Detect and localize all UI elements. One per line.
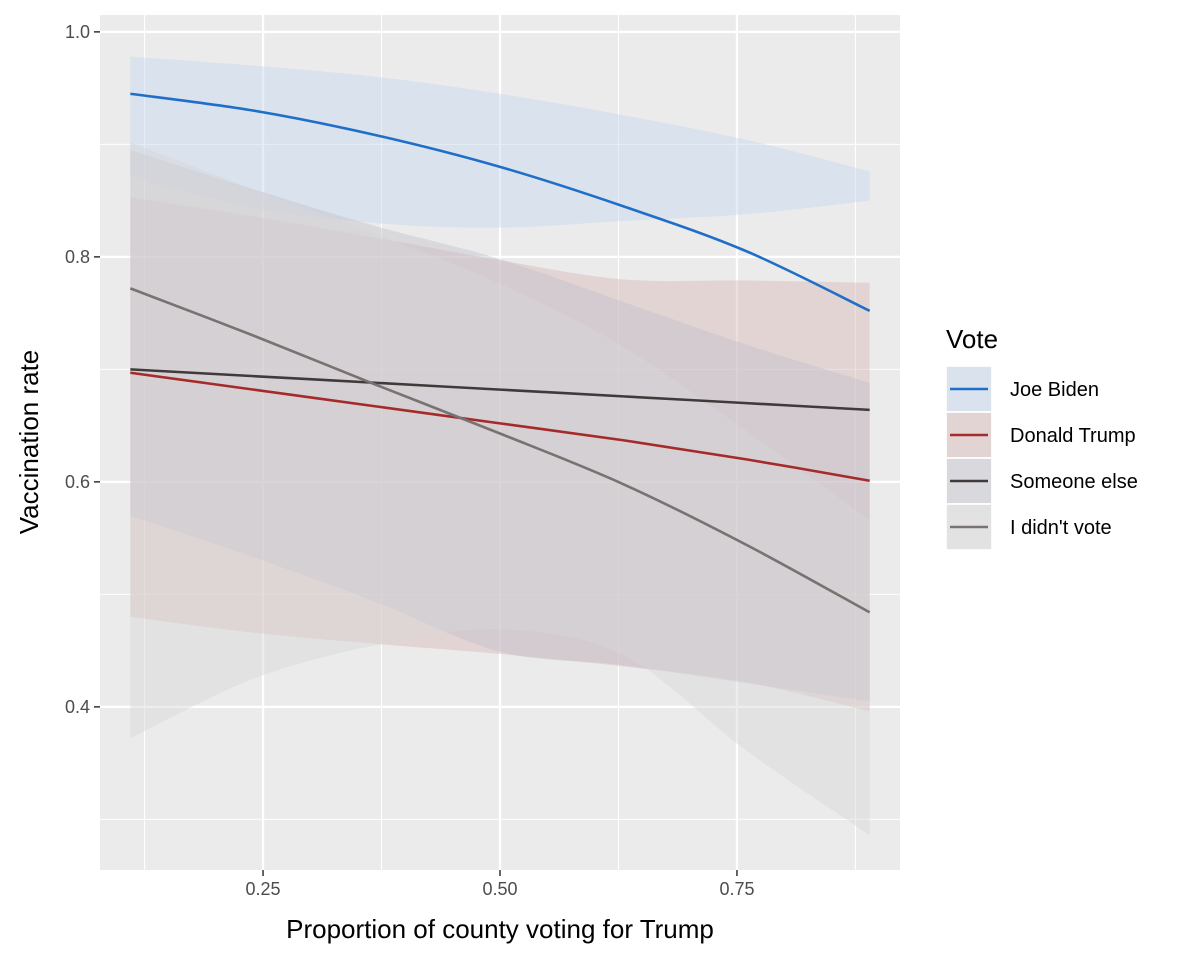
legend: Vote Joe Biden Donald Trump Someone else I … — [945, 324, 1138, 551]
x-axis-title: Proportion of county voting for Trump — [286, 914, 714, 944]
y-tick-label-1: 0.6 — [65, 472, 90, 492]
series-lines — [129, 92, 871, 614]
legend-label-1: Donald Trump — [1010, 425, 1136, 447]
x-tick-label-0: 0.25 — [246, 879, 281, 899]
y-axis: 0.4 0.6 0.8 1.0 — [65, 22, 100, 717]
legend-label-2: Someone else — [1010, 471, 1138, 493]
grid-major — [100, 15, 900, 870]
legend-label-3: I didn't vote — [1010, 517, 1112, 539]
y-tick-label-0: 0.4 — [65, 697, 90, 717]
x-tick-label-1: 0.50 — [482, 879, 517, 899]
y-tick-label-3: 1.0 — [65, 22, 90, 42]
band-series-3 — [130, 142, 870, 836]
line-series-1 — [130, 371, 870, 483]
confidence-bands — [130, 56, 870, 836]
y-axis-title: Vaccination rate — [14, 350, 44, 535]
x-axis: 0.25 0.50 0.75 — [246, 870, 754, 899]
y-tick-label-2: 0.8 — [65, 247, 90, 267]
band-series-2 — [130, 150, 870, 702]
legend-label-0: Joe Biden — [1010, 379, 1099, 401]
x-tick-label-2: 0.75 — [719, 879, 754, 899]
band-series-0 — [130, 56, 870, 228]
line-series-2 — [130, 368, 870, 412]
band-series-1 — [130, 197, 870, 712]
legend-title: Vote — [946, 324, 998, 354]
line-series-0 — [130, 92, 871, 313]
line-series-3 — [129, 287, 871, 614]
